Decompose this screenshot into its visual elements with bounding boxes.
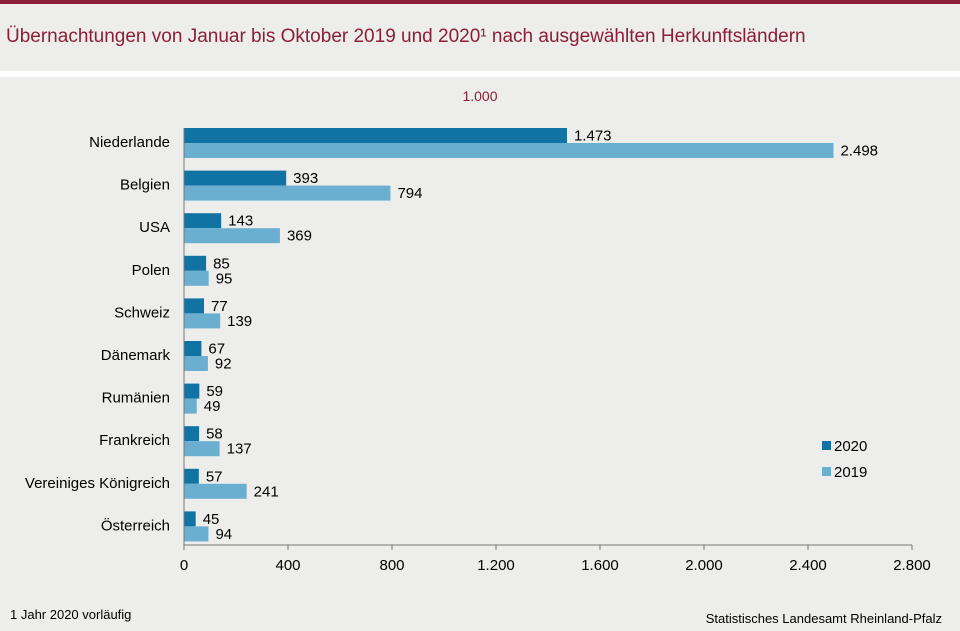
category-label: Schweiz <box>114 304 170 321</box>
data-label: 45 <box>203 511 220 528</box>
data-label: 58 <box>206 426 223 443</box>
bar-2020 <box>184 341 202 356</box>
bar-2020 <box>184 511 196 527</box>
bar-2019 <box>184 526 209 542</box>
legend-swatch-2020 <box>822 441 831 450</box>
category-label: Belgien <box>120 177 170 194</box>
chart-title: Übernachtungen von Januar bis Oktober 20… <box>6 26 806 47</box>
category-label: Rumänien <box>102 390 170 407</box>
data-label: 49 <box>204 398 221 415</box>
category-label: Vereiniges Königreich <box>25 475 170 492</box>
legend-label: 2019 <box>834 464 867 481</box>
x-tick-label: 1.600 <box>581 557 619 574</box>
data-label: 77 <box>211 298 228 315</box>
category-label: USA <box>139 219 170 236</box>
bar-2020 <box>184 426 200 442</box>
source-label: Statistisches Landesamt Rheinland-Pfalz <box>705 611 942 626</box>
category-label: Niederlande <box>89 134 170 151</box>
data-label: 59 <box>206 383 223 400</box>
bar-2020 <box>184 298 205 314</box>
top-accent-bar <box>0 0 960 4</box>
x-tick-label: 2.400 <box>789 557 827 574</box>
data-label: 2.498 <box>840 143 878 160</box>
category-label: Polen <box>132 262 170 279</box>
x-tick-label: 800 <box>379 557 404 574</box>
bar-2019 <box>184 313 221 329</box>
x-tick-label: 0 <box>180 557 188 574</box>
data-label: 85 <box>213 255 230 272</box>
bar-2019 <box>184 228 280 244</box>
legend-swatch-2019 <box>822 467 831 476</box>
footnote: 1 Jahr 2020 vorläufig <box>10 607 132 622</box>
data-label: 1.473 <box>574 128 612 145</box>
data-label: 393 <box>293 170 318 187</box>
x-tick-label: 400 <box>275 557 300 574</box>
data-label: 369 <box>287 228 312 245</box>
data-label: 92 <box>215 356 232 373</box>
bar-2019 <box>184 356 208 371</box>
category-label: Österreich <box>101 516 170 534</box>
data-label: 241 <box>254 483 279 500</box>
category-label: Frankreich <box>99 432 170 449</box>
bar-2019 <box>184 185 391 201</box>
legend-label: 2020 <box>834 438 867 455</box>
category-label: Dänemark <box>101 347 171 364</box>
x-tick-label: 2.800 <box>893 557 931 574</box>
x-tick-label: 1.200 <box>477 557 515 574</box>
data-label: 67 <box>208 341 225 358</box>
unit-label: 1.000 <box>462 88 498 104</box>
data-label: 794 <box>397 185 422 202</box>
bar-2020 <box>184 128 567 143</box>
title-divider <box>0 71 960 77</box>
x-tick-label: 2.000 <box>685 557 723 574</box>
data-label: 95 <box>216 270 233 287</box>
bar-2020 <box>184 383 200 399</box>
bar-2019 <box>184 483 247 499</box>
bar-2020 <box>184 170 287 186</box>
bar-2019 <box>184 270 209 286</box>
bar-2019 <box>184 398 197 414</box>
data-label: 94 <box>215 526 232 543</box>
data-label: 143 <box>228 213 253 230</box>
data-label: 139 <box>227 313 252 330</box>
data-label: 57 <box>206 468 223 485</box>
bar-2019 <box>184 143 834 158</box>
data-label: 137 <box>227 441 252 458</box>
bar-2020 <box>184 255 207 271</box>
bar-2020 <box>184 213 222 229</box>
bar-2019 <box>184 441 220 457</box>
bar-2020 <box>184 468 199 484</box>
